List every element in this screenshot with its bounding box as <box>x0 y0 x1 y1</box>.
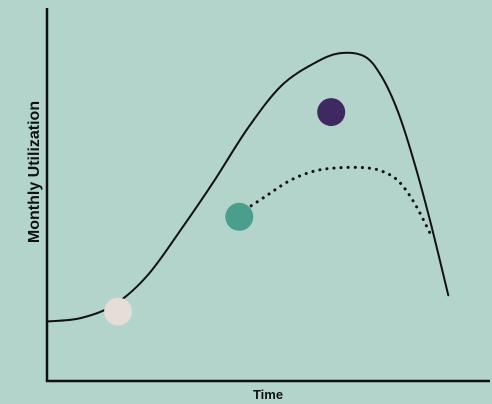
x-axis-label: Time <box>253 387 283 402</box>
series-line-solid <box>46 51 450 323</box>
series-layer <box>46 51 450 323</box>
marker-point-3 <box>317 98 346 127</box>
y-axis-label: Monthly Utilization <box>26 101 43 243</box>
marker-point-2 <box>225 202 254 231</box>
marker-point-1 <box>104 297 133 326</box>
marker-layer <box>104 98 346 326</box>
